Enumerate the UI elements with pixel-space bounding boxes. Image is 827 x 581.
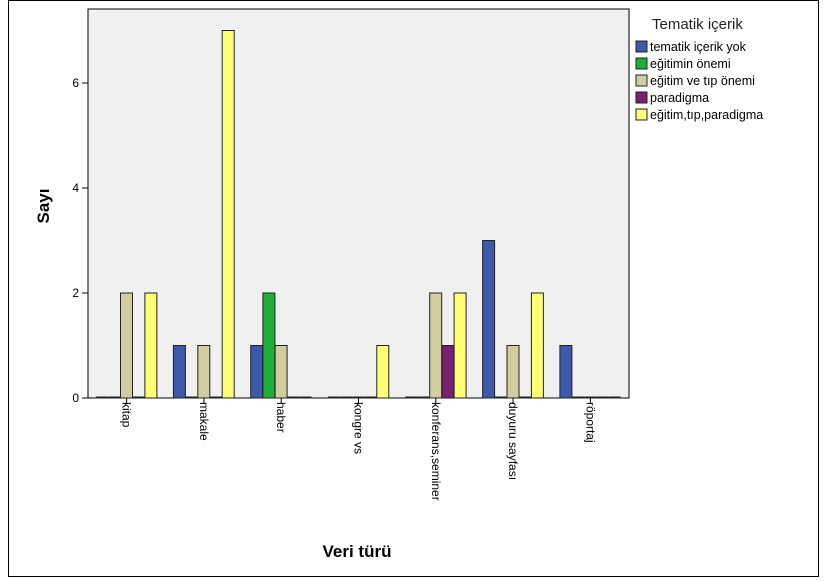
x-axis-title: Veri türü: [323, 542, 392, 561]
legend-title: Tematik içerik: [652, 16, 743, 33]
x-tick-label: kongre vs: [352, 402, 366, 454]
x-tick-label: haber: [274, 402, 288, 433]
y-tick-label: 6: [72, 76, 79, 90]
bars-group: [96, 30, 621, 399]
x-tick-label: duyuru sayfası: [506, 402, 520, 480]
plot-area: [87, 8, 630, 399]
x-axis: kitap makale haber kongre vs konferans,semin…: [120, 398, 597, 501]
y-tick-label: 2: [72, 286, 79, 300]
legend: Tematik içerik tematik içerik yok eğitimi…: [635, 16, 763, 122]
bar-3-2: [197, 345, 211, 399]
bar-3-6: [506, 345, 520, 399]
bar-5-2: [221, 30, 235, 399]
legend-swatch: [635, 74, 648, 87]
bar-2-3: [262, 292, 276, 399]
legend-swatch: [635, 57, 648, 70]
legend-swatch: [635, 40, 648, 53]
legend-label: eğitim,tıp,paradigma: [650, 108, 763, 122]
bar-1-6: [482, 240, 496, 399]
bar-5-6: [530, 292, 544, 399]
bar-1-3: [250, 345, 264, 399]
bar-5-5: [453, 292, 467, 399]
x-tick-label: kitap: [120, 402, 134, 428]
legend-swatch: [635, 91, 648, 104]
y-tick-label: 4: [72, 181, 79, 195]
bar-1-7: [559, 345, 573, 399]
bar-4-5: [441, 345, 455, 399]
bar-3-1: [120, 292, 133, 399]
bar-1-2: [172, 345, 186, 399]
bar-5-1: [144, 292, 158, 399]
x-tick-label: makale: [197, 402, 211, 441]
y-axis: 0 2 4 6: [72, 76, 88, 405]
bar-3-5: [429, 292, 443, 399]
bar-5-4: [376, 345, 390, 399]
y-axis-title: Sayı: [34, 189, 53, 224]
legend-label: tematik içerik yok: [650, 40, 747, 54]
legend-label: paradigma: [650, 91, 709, 105]
x-tick-label: röportaj: [583, 402, 597, 443]
y-tick-label: 0: [72, 391, 79, 405]
legend-label: eğitim ve tıp önemi: [650, 74, 755, 88]
bar-3-3: [274, 345, 288, 399]
legend-label: eğitimin önemi: [650, 57, 731, 71]
legend-swatch: [635, 108, 648, 121]
x-tick-label: konferans,seminer: [429, 402, 443, 501]
